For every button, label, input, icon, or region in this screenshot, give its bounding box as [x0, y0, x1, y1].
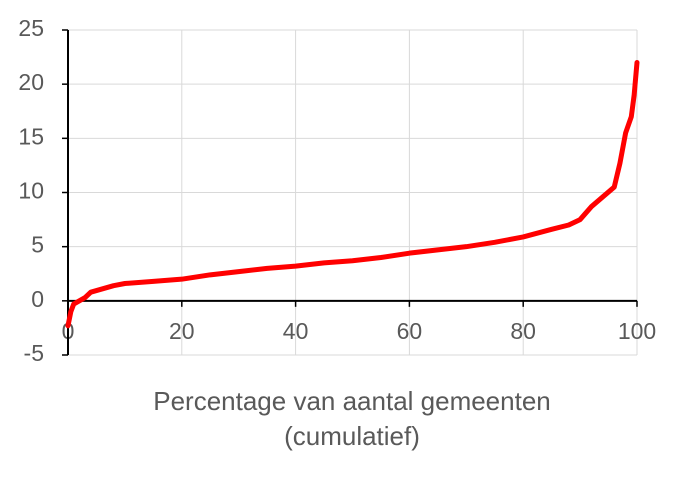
y-tick-label: 15	[18, 123, 44, 149]
y-tick-label: 5	[31, 232, 44, 258]
y-tick-label: 10	[18, 178, 44, 204]
y-tick-label: 20	[18, 69, 44, 95]
x-tick-label: 80	[510, 318, 536, 344]
x-axis-label: (cumulatief)	[284, 421, 420, 451]
y-tick-label: 0	[31, 286, 44, 312]
x-tick-label: 100	[618, 318, 656, 344]
x-axis-label: Percentage van aantal gemeenten	[153, 386, 551, 416]
data-line	[65, 60, 640, 329]
x-tick-label: 20	[169, 318, 195, 344]
x-tick-label: 40	[283, 318, 309, 344]
y-tick-label: -5	[24, 340, 44, 366]
y-tick-label: 25	[18, 15, 44, 41]
x-tick-label: 60	[397, 318, 423, 344]
